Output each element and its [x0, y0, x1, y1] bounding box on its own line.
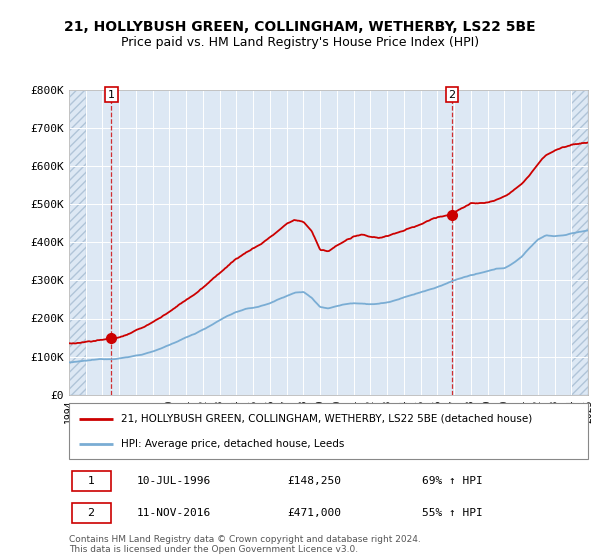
- Text: 69% ↑ HPI: 69% ↑ HPI: [422, 476, 482, 486]
- Text: 1: 1: [88, 476, 95, 486]
- Text: Price paid vs. HM Land Registry's House Price Index (HPI): Price paid vs. HM Land Registry's House …: [121, 36, 479, 49]
- Text: HPI: Average price, detached house, Leeds: HPI: Average price, detached house, Leed…: [121, 438, 344, 449]
- Text: £471,000: £471,000: [287, 508, 341, 518]
- Text: 10-JUL-1996: 10-JUL-1996: [136, 476, 211, 486]
- Bar: [71, 503, 110, 524]
- Text: 11-NOV-2016: 11-NOV-2016: [136, 508, 211, 518]
- Text: 21, HOLLYBUSH GREEN, COLLINGHAM, WETHERBY, LS22 5BE (detached house): 21, HOLLYBUSH GREEN, COLLINGHAM, WETHERB…: [121, 414, 532, 424]
- Text: £148,250: £148,250: [287, 476, 341, 486]
- Bar: [69, 90, 86, 395]
- Bar: [571, 90, 588, 395]
- Text: 2: 2: [88, 508, 95, 518]
- Text: 2: 2: [448, 90, 455, 100]
- Bar: [71, 470, 110, 491]
- Text: 55% ↑ HPI: 55% ↑ HPI: [422, 508, 482, 518]
- Text: 1: 1: [108, 90, 115, 100]
- Text: 21, HOLLYBUSH GREEN, COLLINGHAM, WETHERBY, LS22 5BE: 21, HOLLYBUSH GREEN, COLLINGHAM, WETHERB…: [64, 20, 536, 34]
- Text: Contains HM Land Registry data © Crown copyright and database right 2024.
This d: Contains HM Land Registry data © Crown c…: [69, 535, 421, 554]
